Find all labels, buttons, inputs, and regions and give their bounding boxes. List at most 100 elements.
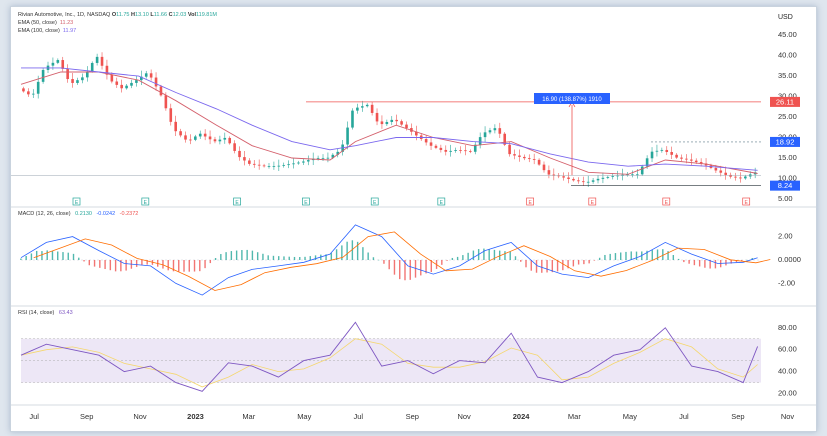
macd-histogram-bar xyxy=(541,260,543,273)
macd-histogram-bar xyxy=(41,251,43,260)
candle-body xyxy=(670,152,673,155)
candle-body xyxy=(552,174,556,176)
macd-histogram-bar xyxy=(741,260,743,262)
candle-body xyxy=(439,147,443,150)
earnings-marker xyxy=(72,197,81,206)
macd-histogram-bar xyxy=(546,260,548,273)
candle-body xyxy=(473,144,477,152)
candle-body xyxy=(56,60,60,63)
macd-histogram-bar xyxy=(730,260,732,264)
rsi-axis-tick: 80.00 xyxy=(778,323,797,332)
rsi-legend[interactable]: RSI (14, close) 63.43 xyxy=(18,310,73,316)
candle-body xyxy=(739,177,742,179)
macd-histogram-bar xyxy=(404,260,406,281)
candle-body xyxy=(135,80,138,83)
earnings-marker-label: E xyxy=(144,200,148,206)
candle-body xyxy=(503,133,507,145)
candle-body xyxy=(606,176,610,178)
candle-body xyxy=(449,150,452,152)
price-axis-tick: 45.00 xyxy=(778,30,797,39)
candle-body xyxy=(189,139,192,141)
macd-histogram-bar xyxy=(635,251,638,260)
time-axis-label: Mar xyxy=(568,412,581,421)
candle-body xyxy=(272,166,276,167)
time-axis-label: Nov xyxy=(781,412,795,421)
macd-histogram-bar xyxy=(577,260,580,265)
earnings-marker xyxy=(526,197,534,206)
macd-histogram-bar xyxy=(514,256,517,260)
rsi-line xyxy=(20,321,759,392)
macd-histogram-bar xyxy=(225,252,227,260)
candle-body xyxy=(459,150,462,151)
candle-body xyxy=(547,170,551,175)
macd-histogram-bar xyxy=(530,260,532,271)
candle-body xyxy=(626,174,629,176)
candle-body xyxy=(621,174,624,176)
candle-body xyxy=(277,165,281,167)
candle-body xyxy=(287,164,290,166)
candle-body xyxy=(149,73,153,78)
candle-body xyxy=(365,104,369,107)
macd-histogram-bar xyxy=(109,260,112,271)
candle-body xyxy=(395,119,398,122)
candle-body xyxy=(532,159,536,160)
macd-histogram-bar xyxy=(235,250,238,260)
earnings-marker-label: E xyxy=(665,200,669,206)
candle-body xyxy=(252,163,256,165)
candle-body xyxy=(90,62,94,72)
candle-body xyxy=(567,177,570,179)
macd-histogram-bar xyxy=(278,256,280,260)
macd-histogram-bar xyxy=(209,260,212,264)
macd-histogram-bar xyxy=(62,252,64,260)
macd-histogram-bar xyxy=(230,251,233,260)
macd-histogram-bar xyxy=(204,260,206,269)
price-axis-tick: 30.00 xyxy=(778,92,797,101)
candle-body xyxy=(100,56,104,66)
ema50-legend[interactable]: EMA (50, close) 11.23 xyxy=(18,20,73,26)
candle-body xyxy=(690,159,693,161)
symbol-legend: Rivian Automotive, Inc., 1D, NASDAQ O11.… xyxy=(18,12,217,18)
candle-body xyxy=(140,76,143,81)
candle-body xyxy=(228,137,232,144)
earnings-marker-label: E xyxy=(235,200,239,206)
macd-histogram-bar xyxy=(193,260,196,272)
candle-body xyxy=(498,128,502,134)
macd-histogram-bar xyxy=(620,252,622,260)
earnings-marker-label: E xyxy=(745,200,749,206)
macd-histogram-bar xyxy=(467,252,469,260)
candle-body xyxy=(356,107,359,111)
rsi-axis-tick: 60.00 xyxy=(778,345,797,354)
candle-body xyxy=(292,163,295,165)
price-tag: 26.11 xyxy=(776,97,794,106)
candle-body xyxy=(601,177,605,179)
candle-body xyxy=(665,149,669,153)
candle-body xyxy=(699,162,703,164)
macd-histogram-bar xyxy=(93,260,96,267)
macd-histogram-bar xyxy=(220,254,222,260)
macd-legend[interactable]: MACD (12, 26, close) 0.2130 -0.0242 -0.2… xyxy=(18,211,138,217)
macd-histogram-bar xyxy=(735,260,738,263)
candle-body xyxy=(655,150,659,152)
macd-histogram-bar xyxy=(704,260,706,268)
macd-histogram-bar xyxy=(451,257,454,260)
ema100-line xyxy=(21,67,758,171)
time-axis-label: 2024 xyxy=(513,412,531,421)
candle-body xyxy=(351,110,354,128)
candle-body xyxy=(27,91,30,95)
candle-body xyxy=(203,133,207,137)
macd-histogram-bar xyxy=(420,260,422,276)
time-axis-label: 2023 xyxy=(187,412,204,421)
candle-body xyxy=(336,151,340,155)
candle-body xyxy=(523,156,526,159)
ema100-legend[interactable]: EMA (100, close) 11.97 xyxy=(18,28,76,34)
candle-body xyxy=(326,157,330,159)
macd-histogram-bar xyxy=(162,260,164,269)
time-axis-label: Nov xyxy=(457,412,471,421)
ema50-value: 11.23 xyxy=(59,20,74,26)
candle-body xyxy=(95,56,99,63)
candle-body xyxy=(719,170,723,173)
macd-histogram-bar xyxy=(25,255,27,260)
earnings-marker xyxy=(588,197,597,206)
candle-body xyxy=(650,151,654,159)
candle-body xyxy=(464,150,467,152)
